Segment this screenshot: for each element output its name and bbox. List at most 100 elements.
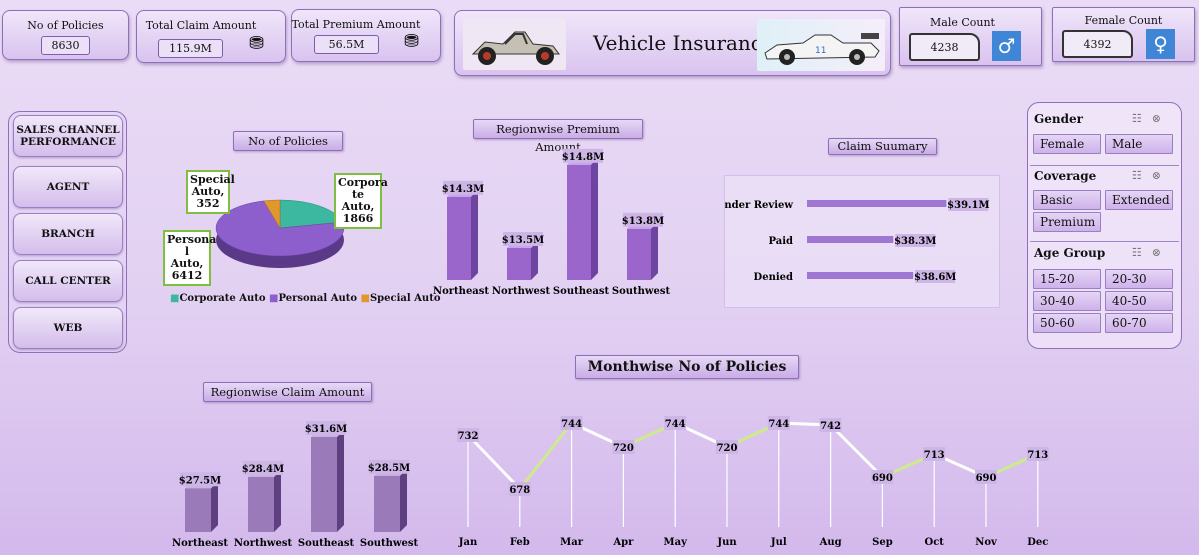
axis-label: Jun bbox=[716, 537, 737, 548]
claim-bar-denied bbox=[807, 272, 914, 279]
claim-summary-chart: Under Review $39.1M Paid $38.3M Denied $38.6M bbox=[724, 175, 1000, 308]
data-label: 744 bbox=[768, 419, 789, 430]
series-line-segment bbox=[466, 433, 521, 491]
nav-web[interactable]: WEB bbox=[13, 307, 123, 349]
data-label-bg bbox=[508, 482, 531, 496]
data-label: 720 bbox=[613, 443, 634, 454]
slicer-age-60-70[interactable]: 60-70 bbox=[1105, 313, 1173, 333]
kpi-card-male: Male Count 4238 ♂ bbox=[899, 7, 1042, 66]
data-label-bg bbox=[871, 470, 894, 484]
data-label-bg bbox=[457, 428, 479, 442]
nav-sales-channel[interactable]: SALES CHANNEL PERFORMANCE bbox=[13, 115, 123, 157]
nav-call-center[interactable]: CALL CENTER bbox=[13, 260, 123, 302]
coins-icon: ⛃ bbox=[249, 33, 265, 54]
claim-bar-chart: $27.5M Northeast $28.4M Northwest $31.6M Sout… bbox=[172, 421, 419, 549]
data-label: $27.5M bbox=[179, 475, 221, 486]
pie-legend: ■Corporate Auto ■Personal Auto ■Special … bbox=[170, 293, 441, 304]
claim-bar-paid bbox=[807, 236, 894, 243]
data-label: $14.3M bbox=[442, 184, 484, 195]
claim-summary-title: Claim Suumary bbox=[828, 138, 937, 155]
kpi-female-value: 4392 bbox=[1062, 30, 1133, 58]
kpi-card-policies: No of Policies 8630 bbox=[2, 10, 129, 60]
axis-label: Northeast bbox=[172, 538, 228, 549]
slicer-age-50-60[interactable]: 50-60 bbox=[1033, 313, 1101, 333]
line-chart-title: Monthwise No of Policies bbox=[575, 355, 799, 379]
bar-side bbox=[471, 189, 478, 280]
data-label-bg bbox=[623, 212, 663, 227]
slicer-gender-label: Gender bbox=[1034, 112, 1083, 126]
bar-northwest bbox=[248, 477, 274, 532]
slicer-gender-filter-icons[interactable]: ☷⊗ bbox=[1131, 112, 1171, 125]
data-label: $38.3M bbox=[894, 236, 936, 247]
legend-personal: Personal Auto bbox=[278, 293, 358, 304]
data-label-bg bbox=[180, 472, 220, 487]
slicer-coverage-filter-icons[interactable]: ☷⊗ bbox=[1131, 169, 1171, 182]
axis-label: Northeast bbox=[433, 286, 489, 297]
data-label-bg bbox=[819, 418, 842, 432]
bar-side bbox=[531, 241, 538, 280]
race-car-image: 11 bbox=[757, 19, 885, 71]
premium-chart-title: Regionwise Premium Amount bbox=[473, 119, 643, 154]
bar-side bbox=[651, 221, 658, 280]
coins-icon: ⛃ bbox=[404, 31, 420, 52]
axis-label: Jan bbox=[458, 537, 478, 548]
slicer-age-20-30[interactable]: 20-30 bbox=[1105, 269, 1173, 289]
kpi-card-premium: Total Premium Amount 56.5M ⛃ bbox=[291, 9, 441, 62]
data-label: 732 bbox=[458, 431, 479, 442]
monthwise-line-chart: 732 Jan 678 Feb 744 Mar 720 Apr 744 May 720 Jun 744 J… bbox=[457, 416, 1049, 548]
series-line-segment bbox=[829, 423, 884, 479]
data-label: $13.8M bbox=[622, 216, 664, 227]
bar-northeast bbox=[185, 488, 211, 532]
data-label: 690 bbox=[976, 473, 997, 484]
data-label-bg bbox=[716, 440, 738, 454]
data-label-bg bbox=[503, 232, 543, 246]
bar-northeast bbox=[447, 196, 471, 280]
kpi-card-claim: Total Claim Amount 115.9M ⛃ bbox=[136, 10, 286, 63]
slicer-age-40-50[interactable]: 40-50 bbox=[1105, 291, 1173, 311]
data-label: $14.8M bbox=[562, 152, 604, 163]
slicer-gender-male[interactable]: Male bbox=[1105, 134, 1173, 154]
slicer-age-15-20[interactable]: 15-20 bbox=[1033, 269, 1101, 289]
axis-label: Nov bbox=[975, 537, 998, 548]
nav-branch[interactable]: BRANCH bbox=[13, 213, 123, 255]
legend-special: Special Auto bbox=[369, 293, 441, 304]
claim-category-label: Under Review bbox=[725, 200, 793, 211]
data-label: 744 bbox=[665, 419, 686, 430]
axis-label: Southwest bbox=[360, 538, 419, 549]
nav-agent[interactable]: AGENT bbox=[13, 166, 123, 208]
data-label: $31.6M bbox=[305, 424, 347, 435]
slicer-coverage-label: Coverage bbox=[1034, 169, 1097, 183]
kpi-claim-value: 115.9M bbox=[158, 39, 223, 58]
slicer-age-30-40[interactable]: 30-40 bbox=[1033, 291, 1101, 311]
kpi-female-label: Female Count bbox=[1084, 14, 1163, 27]
bar-southeast bbox=[311, 437, 337, 532]
slicer-coverage-premium[interactable]: Premium bbox=[1033, 212, 1101, 232]
premium-bar-chart: $14.3M Northeast $13.5M Northwest $14.8M Sout… bbox=[433, 148, 671, 297]
axis-label: May bbox=[664, 537, 689, 548]
female-icon: ♀ bbox=[1146, 29, 1175, 59]
bar-side bbox=[400, 468, 407, 532]
bar-side bbox=[211, 481, 218, 532]
axis-label: Feb bbox=[510, 537, 530, 548]
data-label: 690 bbox=[872, 473, 893, 484]
nav-panel: SALES CHANNEL PERFORMANCE AGENT BRANCH C… bbox=[8, 111, 127, 353]
data-label-bg bbox=[975, 470, 997, 484]
male-icon: ♂ bbox=[992, 31, 1021, 61]
slicer-divider bbox=[1030, 241, 1179, 242]
pie-callout-special: Special Auto, 352 bbox=[186, 170, 235, 214]
claim-category-label: Paid bbox=[768, 236, 793, 247]
slicer-coverage-extended[interactable]: Extended bbox=[1105, 190, 1173, 210]
bar-southeast bbox=[567, 164, 591, 280]
header-title: Vehicle Insurance bbox=[593, 31, 774, 55]
kpi-claim-label: Total Claim Amount bbox=[145, 19, 257, 32]
data-label-bg bbox=[563, 148, 603, 163]
slicer-gender-female[interactable]: Female bbox=[1033, 134, 1101, 154]
slicer-age-filter-icons[interactable]: ☷⊗ bbox=[1131, 246, 1171, 259]
axis-label: Northwest bbox=[234, 538, 293, 549]
svg-text:11: 11 bbox=[815, 46, 826, 56]
pie-chart bbox=[215, 199, 345, 268]
pie-slice-special bbox=[263, 199, 281, 229]
data-label: 742 bbox=[820, 421, 841, 432]
slicer-coverage-basic[interactable]: Basic bbox=[1033, 190, 1101, 210]
bar-side bbox=[274, 470, 281, 532]
